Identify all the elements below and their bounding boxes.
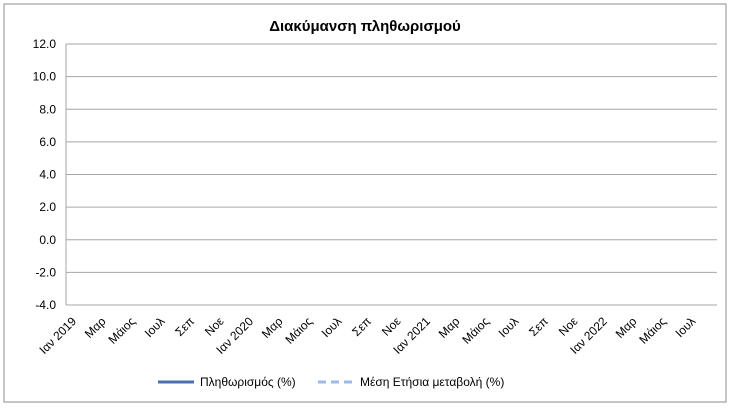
y-tick-label: 6.0 — [39, 135, 56, 149]
chart-title: Διακύμανση πληθωρισμού — [269, 18, 461, 35]
y-tick-label: 0.0 — [39, 233, 56, 247]
y-tick-label: 4.0 — [39, 168, 56, 182]
legend-label: Πληθωρισμός (%) — [200, 375, 296, 389]
y-tick-label: 10.0 — [33, 70, 57, 84]
y-tick-label: -2.0 — [35, 265, 56, 279]
chart-frame — [3, 3, 727, 403]
y-tick-label: -4.0 — [35, 298, 56, 312]
y-tick-label: 12.0 — [33, 37, 57, 51]
y-tick-label: 8.0 — [39, 102, 56, 116]
legend-label: Μέση Ετήσια μεταβολή (%) — [360, 375, 504, 389]
y-tick-label: 2.0 — [39, 200, 56, 214]
